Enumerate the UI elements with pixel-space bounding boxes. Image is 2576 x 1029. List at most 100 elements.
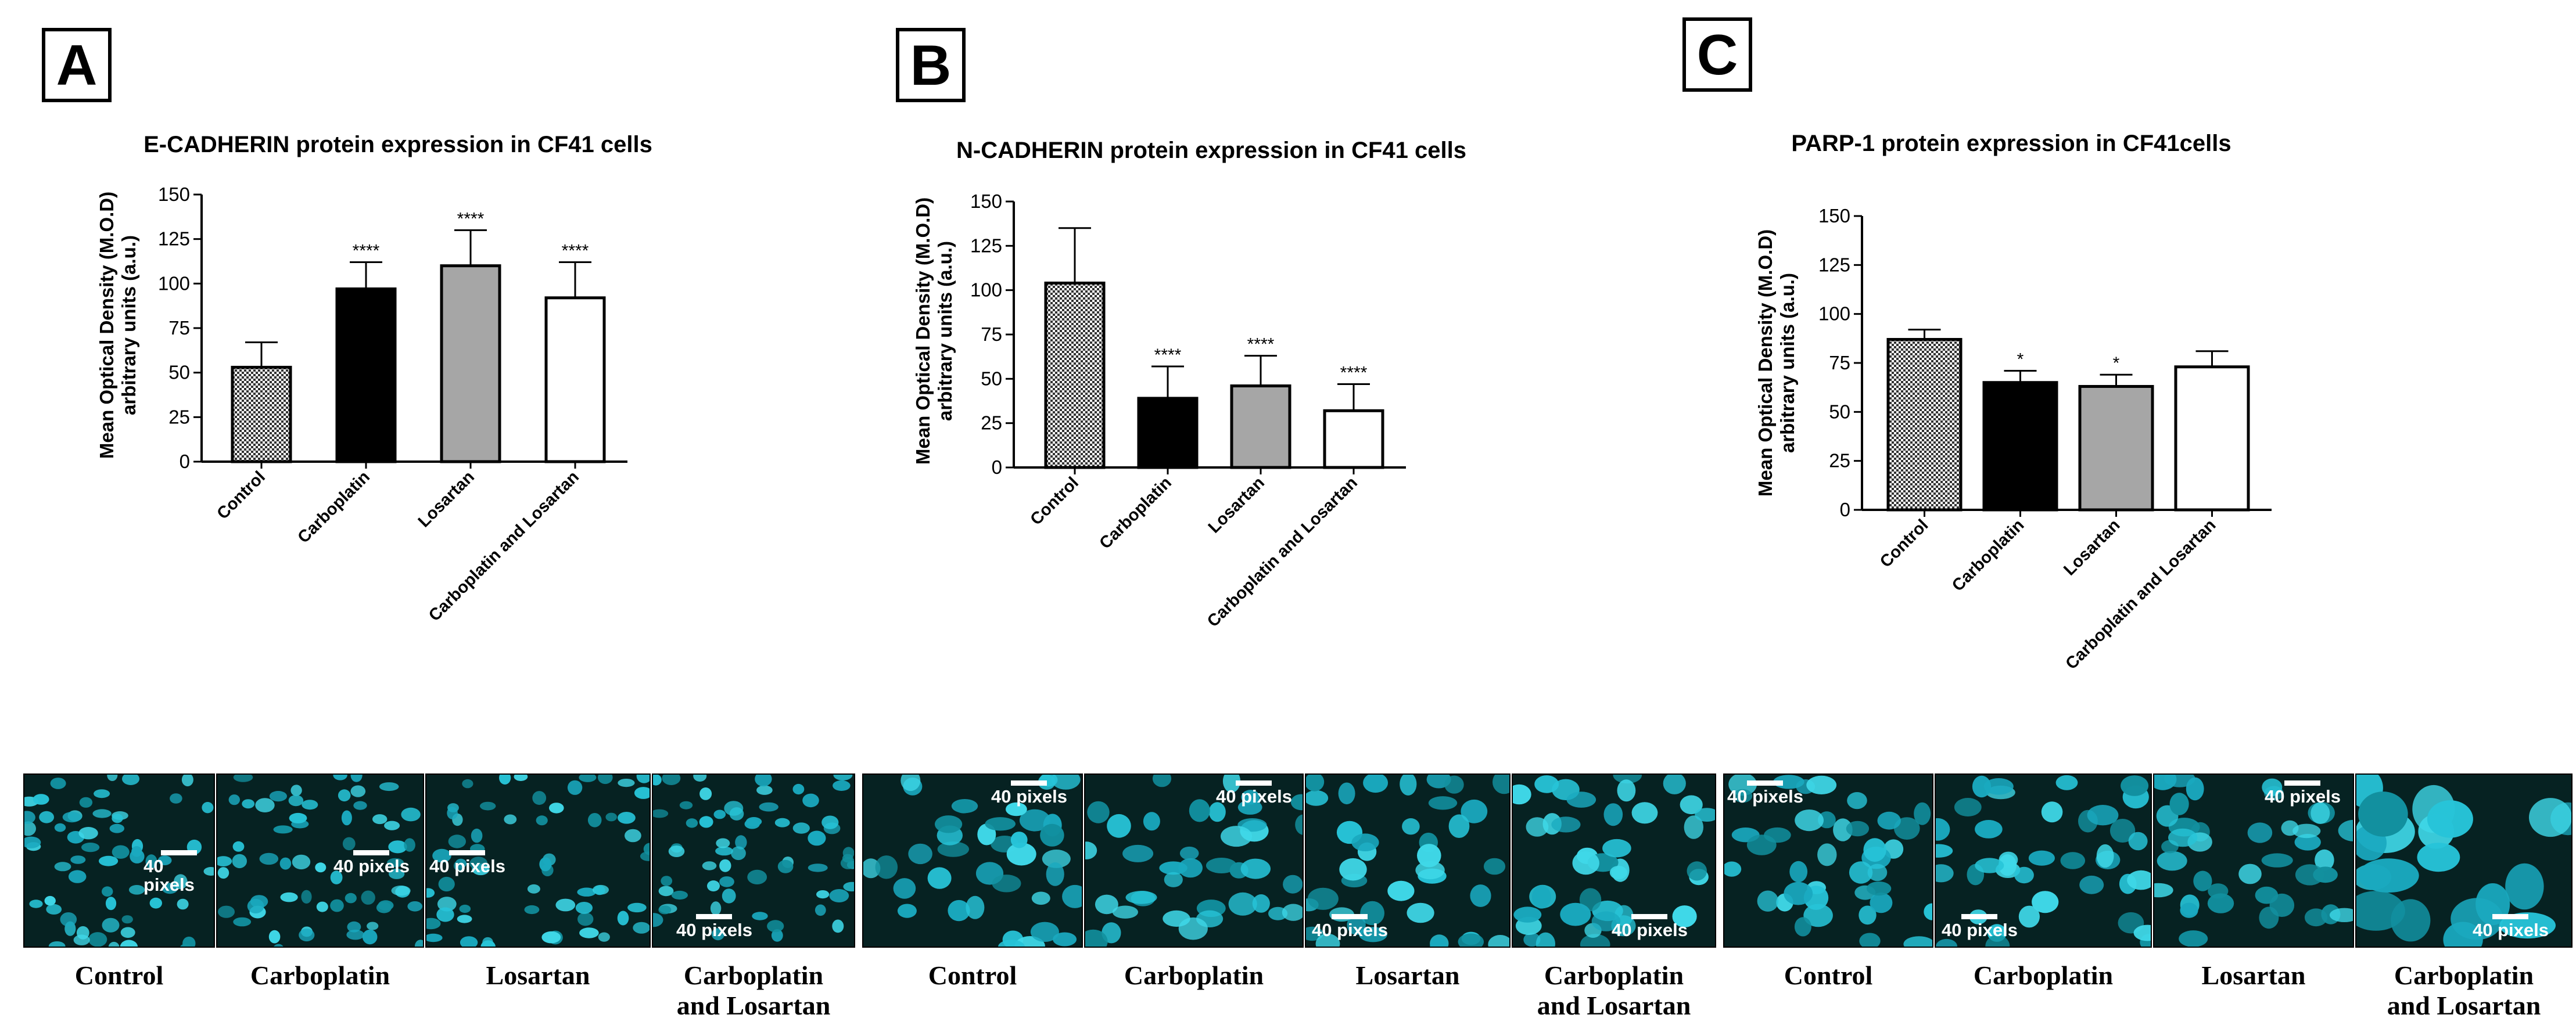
micrograph-control: 40 pixels: [23, 773, 215, 948]
micrograph-carboplatin-and-losartan: 40 pixels: [1512, 773, 1716, 948]
scale-bar-line: [1631, 914, 1668, 919]
scale-bar: 40 pixels: [429, 850, 505, 876]
caption-line: Carboplatin: [250, 960, 390, 990]
scale-bar-line: [160, 850, 197, 855]
scale-bar: 40 pixels: [2265, 780, 2341, 806]
y-axis-label: Mean Optical Density (M.O.D)arbitrary un…: [96, 192, 139, 459]
chart-title: PARP-1 protein expression in CF41cells: [1791, 131, 2231, 156]
scale-bar: 40 pixels: [676, 914, 752, 940]
micrograph-caption-losartan: Losartan: [425, 960, 651, 991]
scale-bar-label: 40 pixels: [991, 786, 1067, 807]
micrograph-losartan: 40 pixels: [2153, 773, 2354, 948]
micrograph-caption-losartan: Losartan: [2153, 960, 2354, 991]
bar-carboplatin: [1982, 381, 2058, 512]
significance-label: ****: [1247, 335, 1275, 354]
significance-label: *: [2113, 354, 2120, 373]
cell-nuclei-image: [1306, 775, 1509, 947]
y-tick-label: 100: [1818, 303, 1850, 325]
scale-bar-line: [1747, 780, 1784, 786]
caption-line: Carboplatin: [1973, 960, 2114, 990]
y-tick-label: 125: [970, 235, 1002, 256]
caption-line: Carboplatin: [2394, 960, 2534, 990]
bar-carboplatin-and-losartan: [2174, 365, 2250, 512]
y-tick-label: 50: [1829, 401, 1850, 422]
bar-carboplatin: [1137, 397, 1199, 469]
y-axis-label-line: arbitrary units (a.u.): [1777, 273, 1798, 453]
scale-bar-label: 40 pixels: [1216, 786, 1292, 807]
caption-line: Control: [74, 960, 164, 990]
panel-letter-a: A: [42, 28, 112, 102]
scale-bar-label: 40 pixels: [429, 856, 505, 876]
scale-bar-label: 40 pixels: [1612, 920, 1688, 940]
y-tick-label: 125: [158, 228, 190, 250]
cell-nuclei-image: [2154, 775, 2353, 947]
micrograph-carboplatin-and-losartan: 40 pixels: [652, 773, 855, 948]
scale-bar-label: 40 pixels: [676, 920, 752, 940]
micrograph-caption-carboplatin-and-losartan: Carboplatin and Losartan: [1512, 960, 1716, 1021]
scale-bar-line: [353, 850, 390, 855]
cell-nuclei-image: [1724, 775, 1932, 947]
micrograph-caption-control: Control: [23, 960, 215, 991]
significance-label: ****: [353, 242, 380, 261]
scale-bar-label: 40 pixels: [1312, 920, 1388, 940]
micrograph-losartan: 40 pixels: [425, 773, 651, 948]
x-tick-label: Control: [1877, 516, 1932, 571]
scale-bar-line: [1332, 914, 1368, 919]
y-axis-label: Mean Optical Density (M.O.D)arbitrary un…: [912, 197, 956, 465]
scale-bar-line: [2492, 914, 2529, 919]
y-tick-label: 25: [981, 412, 1002, 434]
cell-nuclei-image: [1513, 775, 1715, 947]
y-tick-label: 100: [970, 279, 1002, 301]
bar-losartan: [2078, 384, 2154, 512]
scale-bar-line: [1961, 914, 1998, 919]
cell-nuclei-image: [863, 775, 1082, 947]
scale-bar-line: [1236, 780, 1272, 786]
y-axis-label-line: Mean Optical Density (M.O.D): [912, 197, 934, 465]
micrograph-losartan: 40 pixels: [1305, 773, 1511, 948]
y-tick-label: 75: [168, 317, 190, 339]
significance-label: ****: [1340, 363, 1368, 382]
bar-carboplatin-and-losartan: [544, 296, 606, 463]
panel-letter-c: C: [1682, 17, 1752, 92]
scale-bar-line: [2284, 780, 2321, 786]
micrograph-caption-carboplatin-and-losartan: Carboplatin and Losartan: [652, 960, 855, 1021]
micrograph-caption-losartan: Losartan: [1305, 960, 1511, 991]
chart-title: E-CADHERIN protein expression in CF41 ce…: [143, 132, 652, 157]
cell-nuclei-image: [217, 775, 423, 947]
micrograph-caption-carboplatin: Carboplatin: [1935, 960, 2152, 991]
micrograph-carboplatin-and-losartan: 40 pixels: [2355, 773, 2573, 948]
significance-label: ****: [1154, 346, 1182, 365]
chart-title: N-CADHERIN protein expression in CF41 ce…: [956, 138, 1466, 163]
micrograph-carboplatin: 40 pixels: [216, 773, 424, 948]
scale-bar-line: [696, 914, 733, 919]
y-tick-label: 0: [1840, 499, 1850, 520]
micrograph-caption-control: Control: [862, 960, 1083, 991]
y-tick-label: 150: [1818, 205, 1850, 226]
panel-letter-b: B: [896, 28, 966, 102]
cell-nuclei-image: [1085, 775, 1303, 947]
y-tick-label: 150: [158, 184, 190, 205]
y-tick-label: 75: [1829, 352, 1850, 373]
micrograph-caption-carboplatin: Carboplatin: [216, 960, 424, 991]
scale-bar: 40 pixels: [1727, 780, 1803, 806]
y-axis-label-line: arbitrary units (a.u.): [934, 241, 956, 421]
cell-nuclei-image: [2356, 775, 2571, 947]
caption-line: Carboplatin: [1124, 960, 1264, 990]
x-tick-label: Carboplatin and Losartan: [2062, 516, 2219, 673]
micrograph-control: 40 pixels: [862, 773, 1083, 948]
scale-bar: 40 pixels: [2473, 914, 2549, 940]
cell-nuclei-image: [426, 775, 650, 947]
scale-bar: 40 pixels: [143, 850, 214, 894]
caption-line: Carboplatin: [1544, 960, 1684, 990]
micrograph-carboplatin: 40 pixels: [1935, 773, 2152, 948]
caption-line: Losartan: [1355, 960, 1460, 990]
micrograph-caption-carboplatin: Carboplatin: [1084, 960, 1304, 991]
y-tick-label: 125: [1818, 254, 1850, 275]
significance-label: ****: [457, 209, 485, 228]
caption-line: Control: [1784, 960, 1873, 990]
cell-nuclei-image: [24, 775, 214, 947]
scale-bar: 40 pixels: [333, 850, 410, 876]
micrograph-carboplatin: 40 pixels: [1084, 773, 1304, 948]
